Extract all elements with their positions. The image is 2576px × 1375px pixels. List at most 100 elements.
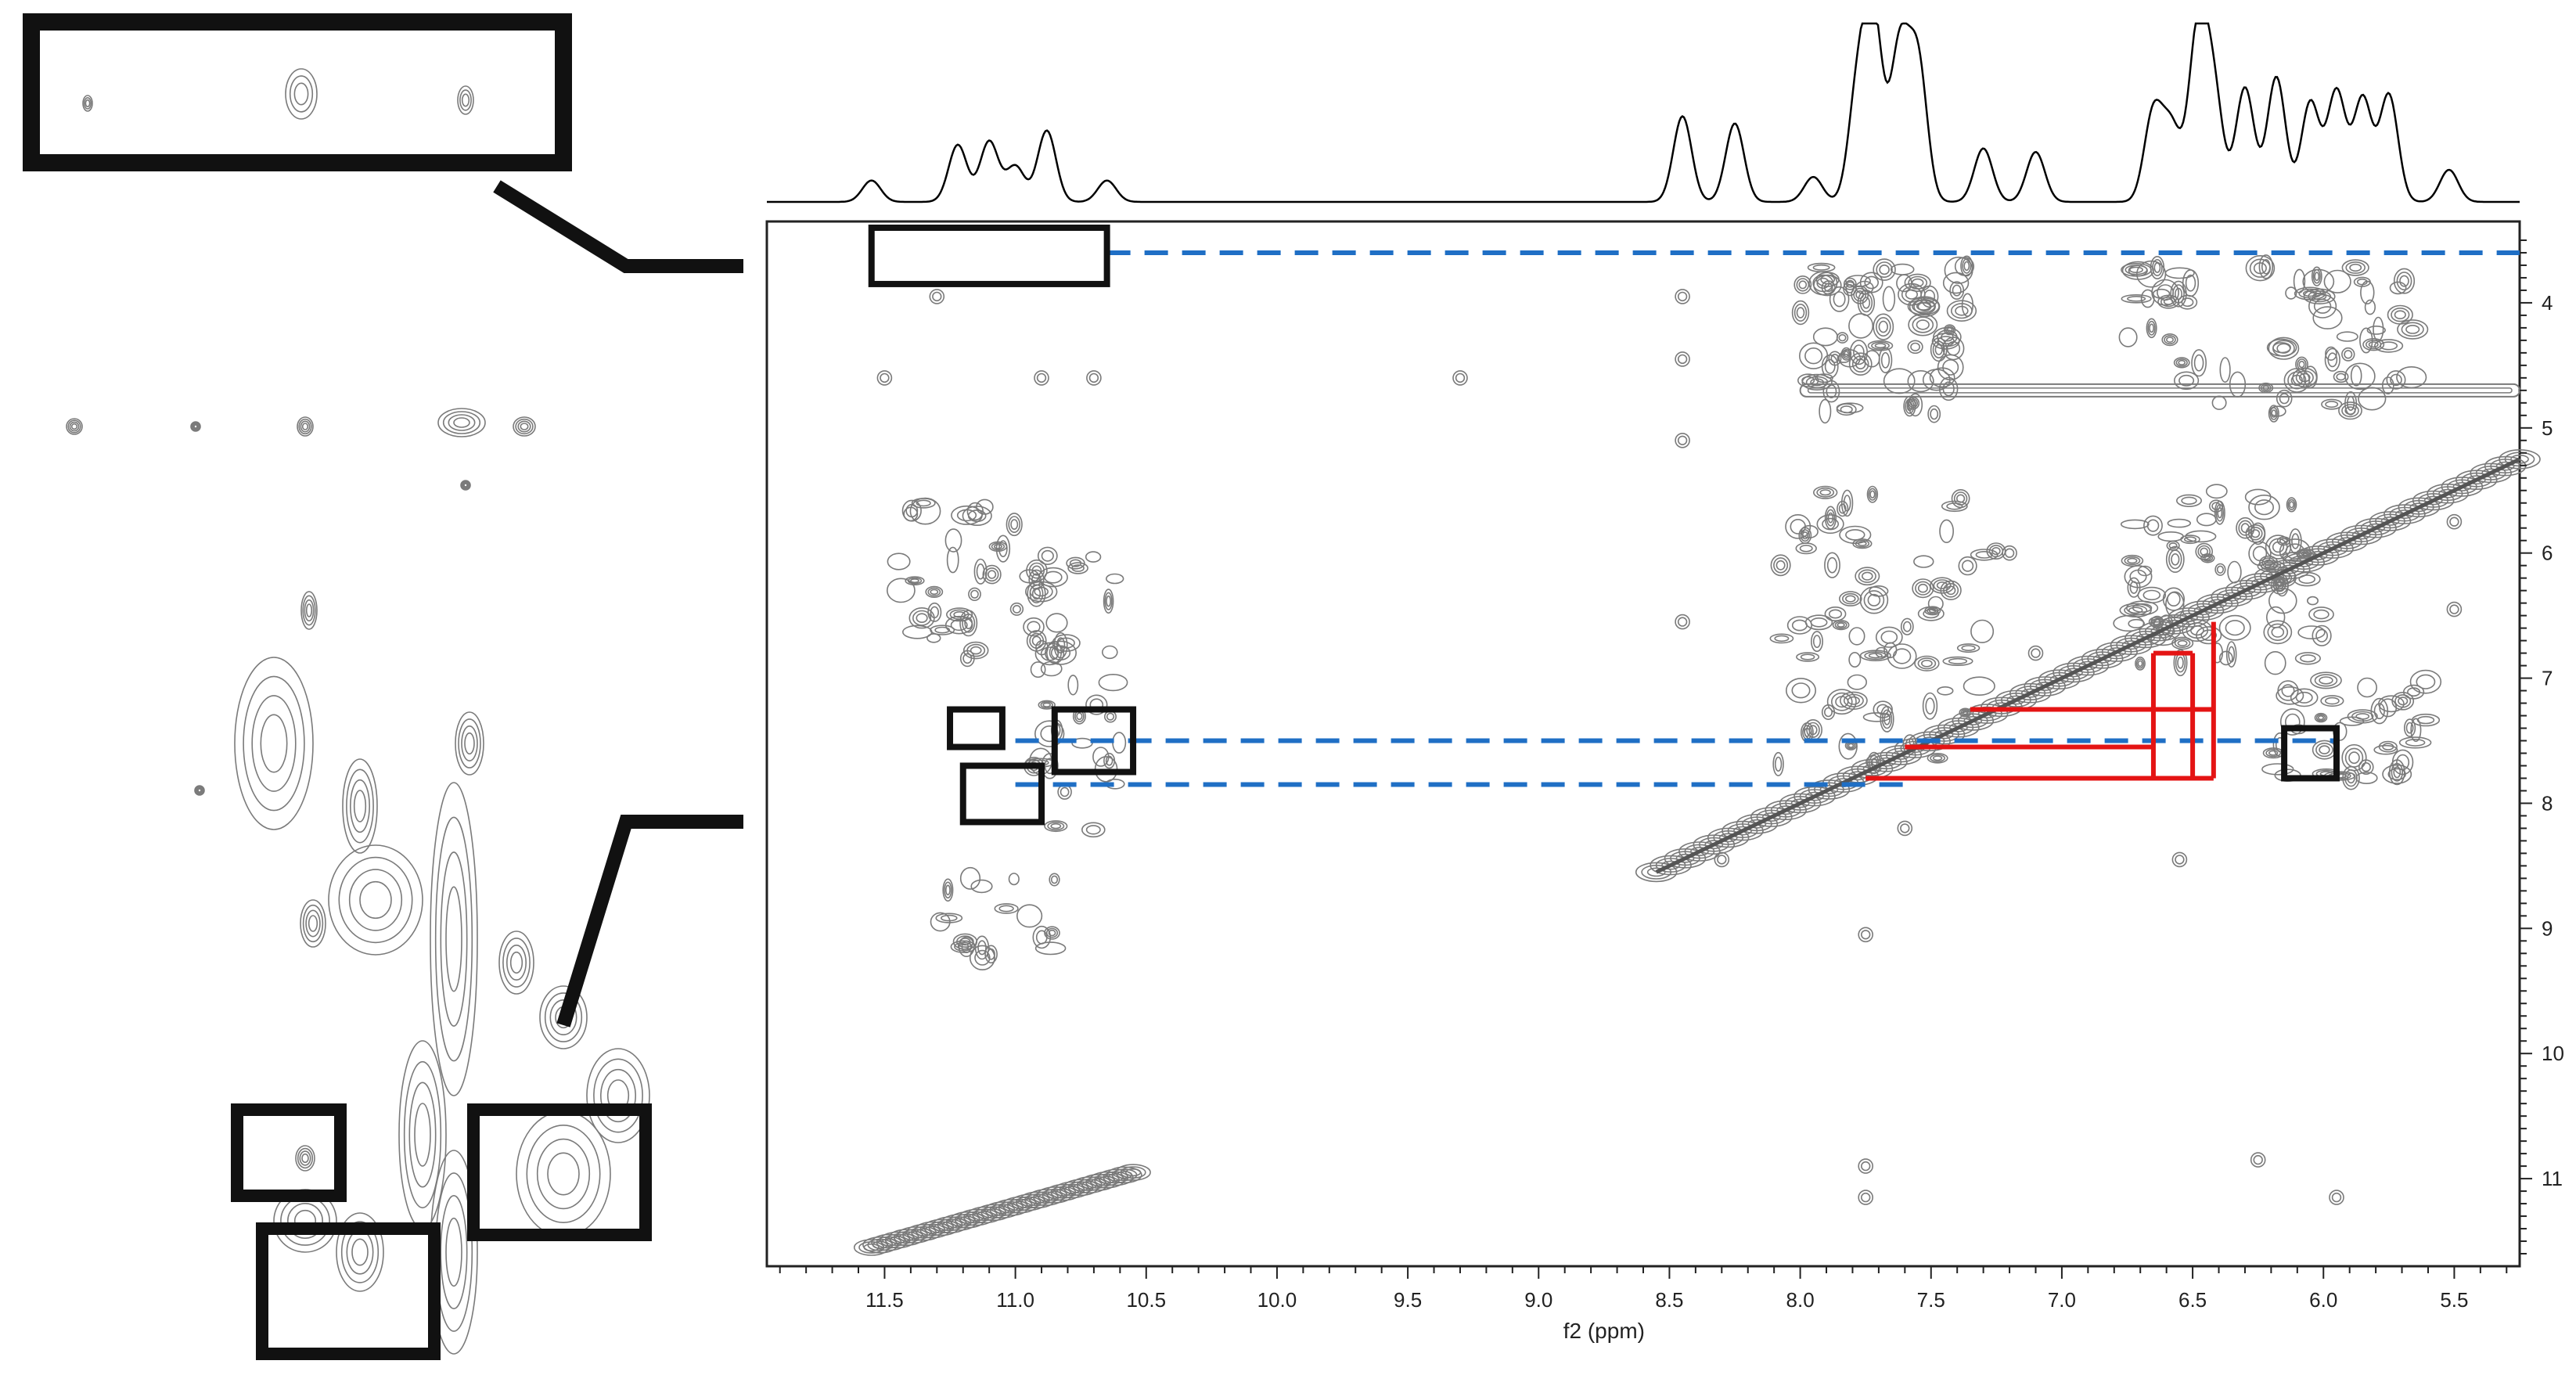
contour-ring <box>2265 571 2285 581</box>
contour-ring <box>2393 766 2402 779</box>
contour-ring <box>2302 268 2335 294</box>
contour-ring <box>2300 654 2316 663</box>
contour-ring <box>1024 581 1058 603</box>
contour-ring <box>2403 684 2425 700</box>
contour-ring <box>916 499 931 507</box>
contour-ring <box>2324 347 2340 372</box>
contour-ring <box>902 625 933 639</box>
contour-ring <box>2315 628 2328 643</box>
contour-ring <box>1897 820 1913 837</box>
contour-ring <box>2250 522 2266 545</box>
contour-ring <box>1842 592 1859 605</box>
contour-ring <box>2174 638 2191 649</box>
contour-ring <box>1034 370 1049 386</box>
contour-ring <box>1932 755 1943 761</box>
contour-ring <box>926 633 941 643</box>
contour-ring <box>2307 596 2319 606</box>
contour-ring <box>1824 606 1847 621</box>
contour-ring <box>1693 834 1736 855</box>
contour-ring <box>1900 617 1914 635</box>
contour-ring <box>517 420 531 433</box>
contour-ring <box>1067 562 1088 574</box>
contour-ring <box>959 866 981 890</box>
y-tick-label: 4 <box>2542 291 2553 315</box>
contour-ring <box>927 587 941 597</box>
contour-ring <box>547 1152 580 1196</box>
contour-ring <box>1879 265 1890 275</box>
contour-ring <box>82 95 93 112</box>
contour-ring <box>993 544 1002 549</box>
contour-ring <box>1774 635 1790 643</box>
contour-ring <box>2368 341 2379 348</box>
contour-ring <box>1869 490 1876 499</box>
contour-ring <box>1876 317 1891 337</box>
contour-ring <box>346 1229 374 1275</box>
contour-ring <box>338 856 413 944</box>
contour-ring <box>251 695 297 792</box>
contour-ring <box>2268 337 2300 360</box>
contour-ring <box>1812 264 1830 271</box>
contour-ring <box>2314 272 2320 282</box>
contour-ring <box>297 1147 314 1169</box>
contour-ring <box>876 370 893 386</box>
contour-ring <box>1880 705 1894 732</box>
contour-ring <box>991 542 1006 551</box>
x-tick-label: 7.0 <box>2048 1288 2076 1312</box>
contour-ring <box>1675 853 1695 863</box>
contour-ring <box>1798 280 1808 290</box>
contour-ring <box>1949 281 1965 301</box>
1d-projection-spectrum <box>767 22 2520 203</box>
contour-ring <box>1664 848 1707 869</box>
contour-ring <box>2245 255 2276 282</box>
contour-ring <box>1923 724 1966 745</box>
contour-ring <box>880 373 890 383</box>
contour-ring <box>1908 393 1923 417</box>
contour-ring <box>1799 544 1813 553</box>
contour-ring <box>2136 260 2167 288</box>
contour-ring <box>1837 500 1849 517</box>
contour-ring <box>1878 320 1889 333</box>
contour-ring <box>1052 634 1081 652</box>
contour-ring <box>2268 405 2279 423</box>
contour-ring <box>1915 581 1931 596</box>
contour-ring <box>2248 494 2280 520</box>
contour-ring <box>286 1203 323 1240</box>
contour-ring <box>1085 825 1101 835</box>
contour-ring <box>2265 535 2292 560</box>
contour-ring <box>1832 619 1850 631</box>
contour-ring <box>453 417 470 428</box>
contour-ring <box>342 758 378 854</box>
contour-ring <box>1858 541 1867 547</box>
x-tick-label: 8.5 <box>1655 1288 1683 1312</box>
contour-ring <box>1040 701 1053 709</box>
contour-ring <box>2238 520 2253 536</box>
contour-ring <box>1840 489 1854 517</box>
contour-ring <box>2342 765 2360 790</box>
contour-ring <box>2178 359 2186 365</box>
contour-ring <box>2314 674 2338 687</box>
contour-ring <box>974 949 991 966</box>
contour-ring <box>1961 293 1973 317</box>
contour-ring <box>2297 545 2340 566</box>
contour-ring <box>1966 704 2009 724</box>
contour-ring <box>2350 365 2362 387</box>
contour-ring <box>2024 676 2066 696</box>
contour-ring <box>952 933 978 950</box>
contour-ring <box>2164 619 2184 629</box>
contour-ring <box>1934 729 1954 740</box>
contour-ring <box>599 1068 636 1123</box>
contour-ring <box>1853 287 1867 302</box>
y-tick-label: 11 <box>2542 1167 2563 1190</box>
contour-ring <box>2289 501 2294 509</box>
contour-ring <box>1890 263 1915 275</box>
contour-ring <box>1016 904 1043 928</box>
contour-ring <box>2177 656 2184 669</box>
contour-ring <box>2366 325 2387 335</box>
contour-ring <box>462 481 470 489</box>
contour-ring <box>1948 657 1968 664</box>
contour-ring <box>2207 599 2227 609</box>
contour-ring <box>910 578 919 584</box>
zoom-inset-top <box>23 13 572 171</box>
contour-ring <box>1452 370 1468 386</box>
contour-ring <box>2287 371 2307 390</box>
